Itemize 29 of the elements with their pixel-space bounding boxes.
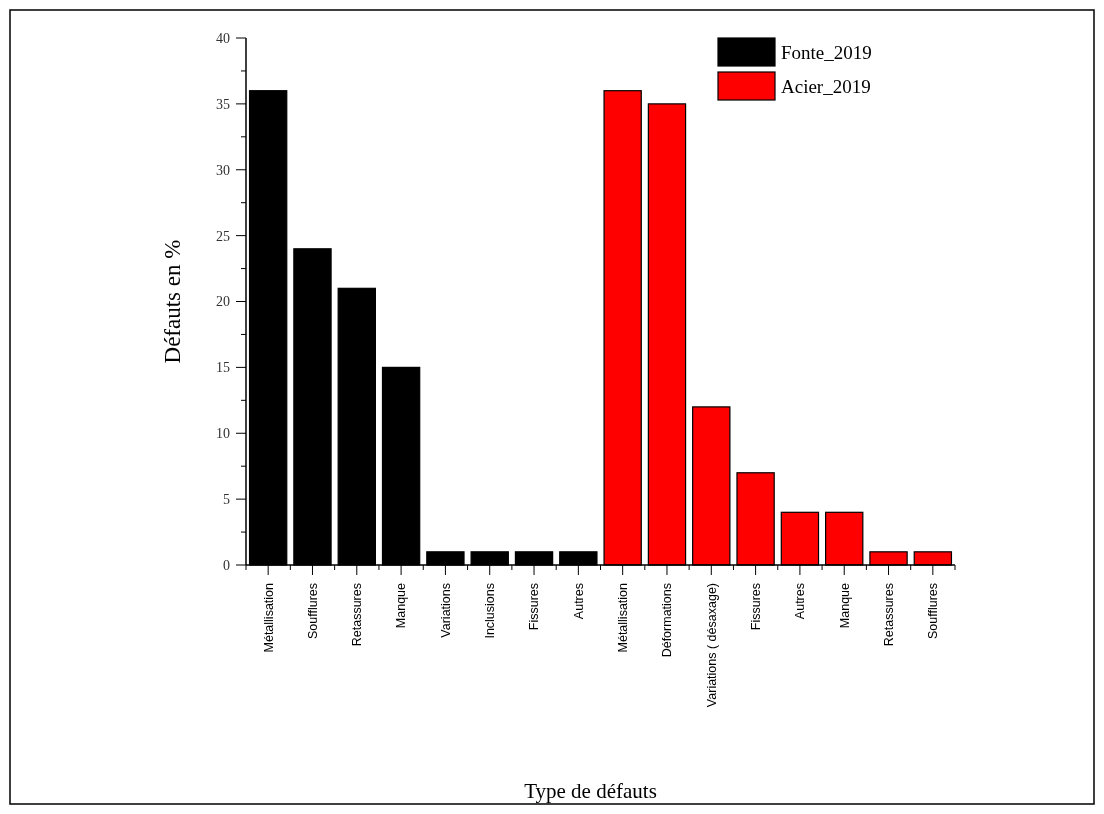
y-axis-title: Défauts en %	[160, 239, 185, 364]
y-tick-label: 15	[216, 360, 230, 376]
x-tick-label: Fissures	[527, 583, 542, 631]
x-tick-label: Inclusions	[483, 583, 498, 639]
y-tick-label: 5	[223, 492, 230, 508]
x-tick-label: Retassures	[350, 583, 365, 647]
y-tick-label: 35	[216, 96, 230, 112]
x-tick-label: Autres	[571, 583, 586, 620]
y-tick-label: 30	[216, 162, 230, 178]
x-tick-label: Fissures	[748, 583, 763, 631]
x-tick-label: Variations ( désaxage)	[704, 583, 719, 708]
x-tick-label: Métallisation	[261, 582, 276, 653]
legend-label: Fonte_2019	[781, 41, 872, 63]
x-tick-label: Retassures	[881, 583, 896, 647]
x-tick-label: Déformations	[660, 583, 675, 658]
legend-label: Acier_2019	[781, 75, 871, 97]
x-tick-label: Manque	[394, 582, 409, 629]
y-tick-label: 20	[216, 294, 230, 310]
y-tick-label: 10	[216, 426, 230, 442]
x-tick-label: Manque	[837, 582, 852, 629]
x-tick-label: Soufflures	[305, 583, 320, 640]
y-tick-label: 40	[216, 30, 230, 46]
x-axis-title: Type de défauts	[524, 779, 657, 803]
y-tick-label: 0	[223, 557, 230, 573]
x-tick-label: Variations	[438, 583, 453, 638]
y-tick-label: 25	[216, 228, 230, 244]
x-tick-label: Métallisation	[616, 582, 631, 653]
x-tick-label: Autres	[793, 583, 808, 620]
x-tick-label: Soufflures	[926, 583, 941, 640]
